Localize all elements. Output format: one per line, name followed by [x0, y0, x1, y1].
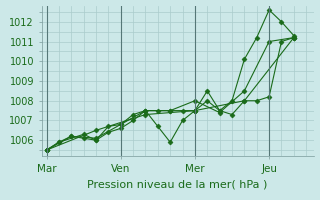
X-axis label: Pression niveau de la mer( hPa ): Pression niveau de la mer( hPa )	[87, 179, 268, 189]
